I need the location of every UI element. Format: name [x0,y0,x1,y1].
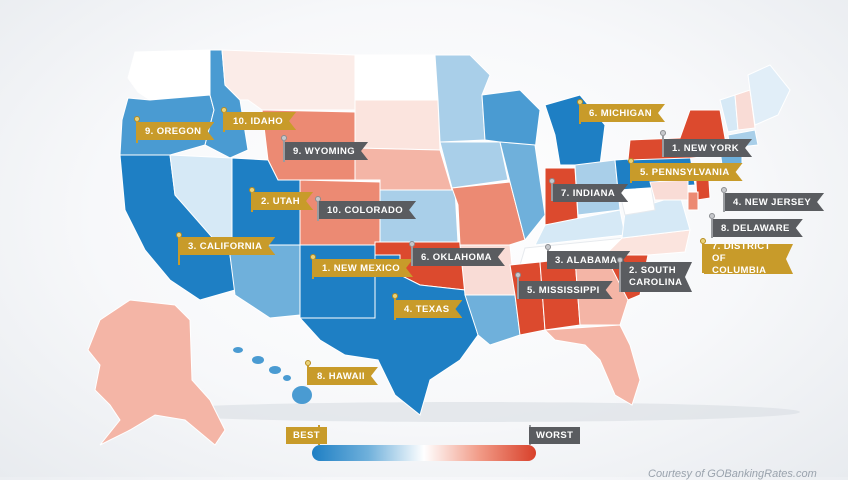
flag-hawaii: 8. HAWAII [309,367,378,385]
label-california: 3. CALIFORNIA [188,240,263,252]
state-iowa [439,141,509,189]
flag-texas: 4. TEXAS [396,300,462,318]
state-arizona [229,244,301,319]
legend-best-label: BEST [286,427,327,444]
flag-delaware: 8. DELAWARE [713,219,803,237]
label-hawaii: 8. HAWAII [317,370,365,382]
state-north-dakota [354,54,439,101]
state-virginia [621,194,691,239]
state-alaska [87,299,226,446]
state-illinois [499,141,546,242]
state-texas [298,254,479,416]
label-indiana: 7. INDIANA [561,187,616,199]
label-mississippi: 5. MISSISSIPPI [527,284,600,296]
flag-oregon: 9. OREGON [137,122,214,140]
label-idaho: 10. IDAHO [233,115,284,127]
label-michigan: 6. MICHIGAN [589,107,652,119]
label-wyoming: 9. WYOMING [293,145,356,157]
label-utah: 2. UTAH [261,195,301,207]
label-oklahoma: 6. OKLAHOMA [421,251,492,263]
label-pennsylvania: 5. PENNSYLVANIA [640,166,730,178]
flag-idaho: 10. IDAHO [225,112,296,130]
state-hawaii [233,347,312,404]
state-south-dakota [354,99,441,151]
flag-indiana: 7. INDIANA [553,184,628,202]
legend-color-scale [312,445,536,461]
flag-district-of-columbia: 7. DISTRICT OF COLUMBIA [704,244,793,274]
map-shadow [140,402,800,422]
label-delaware: 8. DELAWARE [721,222,790,234]
credit-text: Courtesy of GOBankingRates.com [648,468,817,480]
state-louisiana [464,294,521,346]
label-south-carolina: 2. SOUTH CAROLINA [629,265,683,288]
label-texas: 4. TEXAS [404,303,450,315]
flag-mississippi: 5. MISSISSIPPI [519,281,613,299]
state-florida [543,324,641,406]
flag-colorado: 10. COLORADO [319,201,416,219]
flag-south-carolina: 2. SOUTH CAROLINA [621,262,692,292]
flag-oklahoma: 6. OKLAHOMA [413,248,505,266]
flag-alabama: 3. ALABAMA [547,251,630,269]
flag-michigan: 6. MICHIGAN [581,104,665,122]
label-oregon: 9. OREGON [145,125,202,137]
state-maryland [649,179,689,201]
label-alabama: 3. ALABAMA [555,254,618,266]
label-new-mexico: 1. NEW MEXICO [322,262,401,274]
flag-wyoming: 9. WYOMING [285,142,368,160]
state-montana [221,49,356,111]
label-new-jersey: 4. NEW JERSEY [733,196,812,208]
flag-new-jersey: 4. NEW JERSEY [725,193,824,211]
flag-new-mexico: 1. NEW MEXICO [314,259,413,277]
label-colorado: 10. COLORADO [327,204,404,216]
state-new-hampshire [734,89,756,131]
label-district-of-columbia: 7. DISTRICT OF COLUMBIA [712,241,771,276]
state-washington [127,49,213,101]
flag-pennsylvania: 5. PENNSYLVANIA [632,163,743,181]
flag-utah: 2. UTAH [253,192,313,210]
state-delaware [687,191,699,211]
state-maine [747,64,791,126]
state-wisconsin [481,89,541,151]
legend-worst-label: WORST [529,427,581,444]
flag-california: 3. CALIFORNIA [180,237,275,255]
flag-new-york: 1. NEW YORK [664,139,752,157]
label-new-york: 1. NEW YORK [672,142,740,154]
